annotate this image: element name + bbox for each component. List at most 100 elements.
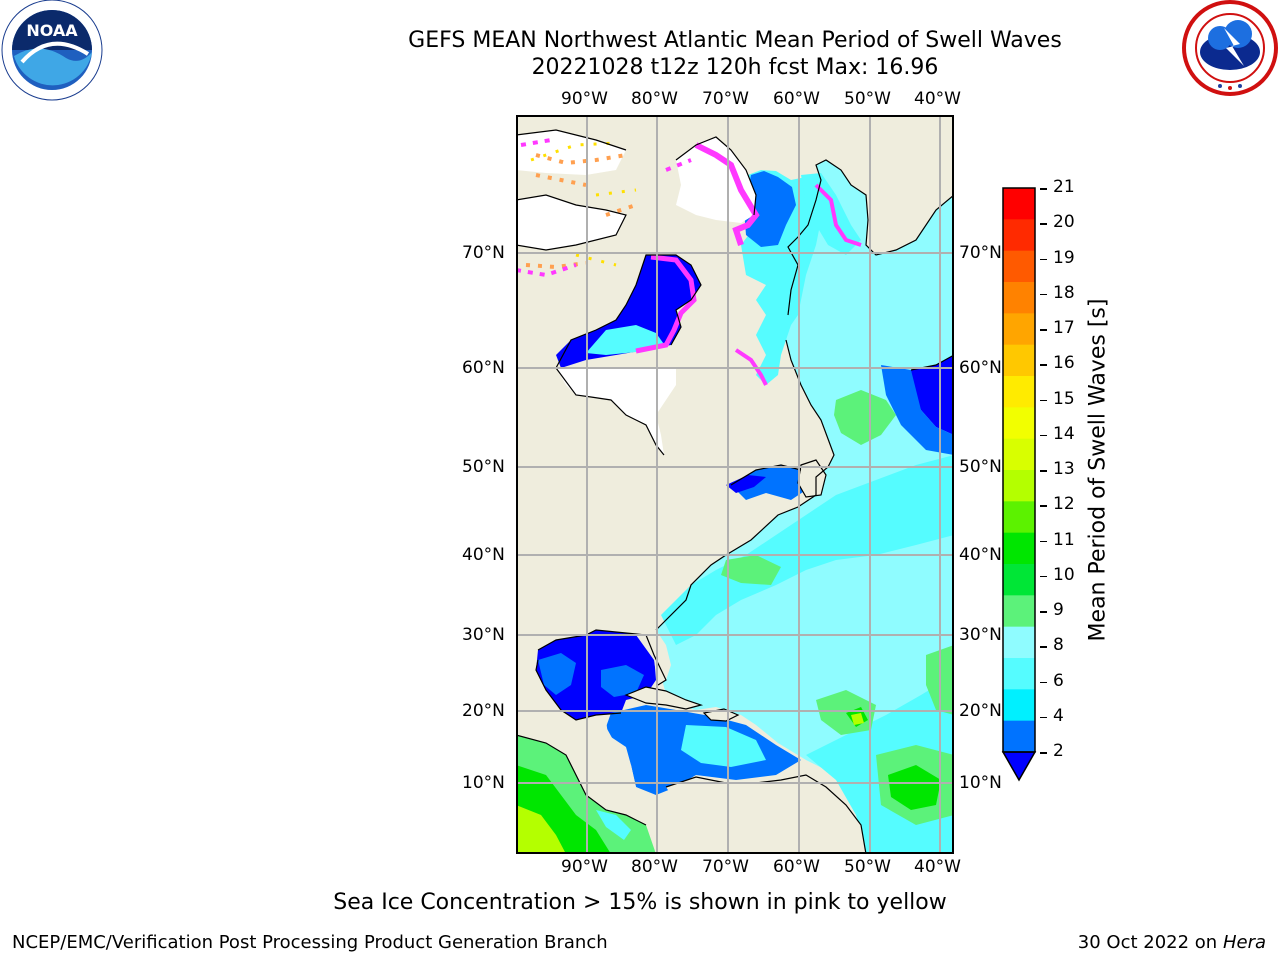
colorbar-tick-mark xyxy=(1040,646,1047,648)
footer-left: NCEP/EMC/Verification Post Processing Pr… xyxy=(12,932,608,953)
colorbar-tick-mark xyxy=(1040,681,1047,683)
arctic-ice-region xyxy=(676,137,756,223)
swell-period-map xyxy=(516,115,954,854)
colorbar-segment xyxy=(1003,219,1035,252)
colorbar-segment xyxy=(1003,438,1035,471)
colorbar xyxy=(1001,187,1037,782)
atlantic-cyan-band xyxy=(661,455,954,645)
colorbar-segment xyxy=(1003,720,1035,753)
colorbar-label: Mean Period of Swell Waves [s] xyxy=(1085,298,1111,642)
south-america-land xyxy=(666,775,866,854)
lon-label-top-50w: 50°W xyxy=(844,89,891,109)
colorbar-tick-label: 9 xyxy=(1053,600,1064,620)
colorbar-segment xyxy=(1003,564,1035,596)
colorbar-tick-mark xyxy=(1040,540,1047,542)
colorbar-tick-label: 20 xyxy=(1053,212,1075,233)
colorbar-tick-mark xyxy=(1040,505,1047,507)
lat-label-left-20n: 20°N xyxy=(462,701,505,721)
colorbar-tick-label: 18 xyxy=(1053,282,1075,303)
colorbar-segment xyxy=(1003,689,1035,722)
sea-ice-caption: Sea Ice Concentration > 15% is shown in … xyxy=(333,890,947,915)
cuba-land xyxy=(626,687,701,709)
lon-label-top-60w: 60°W xyxy=(773,89,820,109)
swell-green-strong xyxy=(888,765,941,810)
gulf-of-mexico xyxy=(536,630,656,720)
lon-label-bottom-40w: 40°W xyxy=(914,857,961,877)
lon-label-bottom-80w: 80°W xyxy=(631,857,678,877)
lat-label-left-50n: 50°N xyxy=(462,457,505,477)
map-frame xyxy=(516,115,954,854)
national-weather-service-logo xyxy=(1182,0,1278,96)
sea-ice-arctic-orange xyxy=(525,153,637,270)
colorbar-ticks: 21 20 19 18 17 16 15 14 13 12 11 10 9 8 6 4 2 xyxy=(1040,177,1080,785)
colorbar-tick-mark xyxy=(1040,470,1047,472)
footer-date: 30 Oct 2022 on xyxy=(1077,932,1223,953)
sea-ice-arctic-yellow xyxy=(530,141,637,267)
colorbar-tick-label: 10 xyxy=(1053,564,1075,585)
colorbar-tick-label: 21 xyxy=(1053,177,1075,197)
coastlines xyxy=(516,129,954,854)
lat-label-left-30n: 30°N xyxy=(462,625,505,645)
colorbar-tick-mark xyxy=(1040,364,1047,366)
swell-green-patch-1 xyxy=(834,390,896,445)
footer-host: Hera xyxy=(1222,932,1266,953)
sea-ice-edge-baffin xyxy=(694,142,760,246)
lat-label-right-20n: 20°N xyxy=(959,701,1002,721)
sea-ice-arctic-pink xyxy=(516,138,692,278)
lat-label-right-30n: 30°N xyxy=(959,625,1002,645)
colorbar-tick-mark xyxy=(1040,716,1047,719)
sea-ice-edge-greenland xyxy=(814,183,862,247)
gulf-of-mexico-mid xyxy=(538,653,576,695)
lon-label-top-80w: 80°W xyxy=(631,89,678,109)
colorbar-tick-label: 19 xyxy=(1053,247,1075,268)
lat-label-left-10n: 10°N xyxy=(462,773,505,793)
central-america-land xyxy=(516,713,836,854)
noaa-logo-text: NOAA xyxy=(26,21,78,40)
colorbar-segment xyxy=(1003,595,1035,628)
lat-label-right-40n: 40°N xyxy=(959,545,1002,565)
pacific-yellowgreen xyxy=(516,805,566,854)
st-lawrence-river xyxy=(726,475,766,493)
colorbar-segment xyxy=(1003,501,1035,534)
colorbar-tick-label: 17 xyxy=(1053,318,1075,338)
colorbar-tick-mark xyxy=(1040,223,1047,225)
lat-label-right-50n: 50°N xyxy=(959,457,1002,477)
greenland-coast-ocean xyxy=(801,173,861,255)
atlantic-midblue-east xyxy=(881,365,954,455)
colorbar-tick-label: 13 xyxy=(1053,459,1075,479)
title-line2: 20221028 t12z 120h fcst Max: 16.96 xyxy=(531,55,939,80)
lon-label-bottom-60w: 60°W xyxy=(773,857,820,877)
colorbar-tick-label: 15 xyxy=(1053,388,1075,409)
lat-label-left-70n: 70°N xyxy=(462,243,505,263)
colorbar-segment xyxy=(1003,470,1035,502)
colorbar-segment xyxy=(1003,407,1035,440)
colorbar-tick-mark xyxy=(1040,434,1047,437)
colorbar-tick-mark xyxy=(1040,575,1047,578)
colorbar-tick-label: 11 xyxy=(1053,529,1075,550)
colorbar-tick-mark xyxy=(1040,752,1047,754)
hudson-bay xyxy=(556,255,701,368)
colorbar-segment xyxy=(1003,313,1035,346)
colorbar-segment xyxy=(1003,188,1035,220)
colorbar-segment xyxy=(1003,376,1035,408)
atlantic-deep-east xyxy=(911,355,954,435)
colorbar-tick-mark xyxy=(1040,611,1047,613)
baffin-bay-blue xyxy=(744,171,796,247)
colorbar-tick-label: 4 xyxy=(1053,705,1064,726)
colorbar-tick-label: 2 xyxy=(1053,741,1064,761)
swell-green-patch-2 xyxy=(721,555,781,585)
lat-label-right-70n: 70°N xyxy=(959,243,1002,263)
colorbar-tick-mark xyxy=(1040,293,1047,296)
colorbar-tick-label: 16 xyxy=(1053,353,1075,374)
colorbar-tick-label: 6 xyxy=(1053,670,1064,691)
colorbar-tick-label: 12 xyxy=(1053,494,1075,515)
colorbar-under-triangle xyxy=(1001,751,1037,782)
lon-label-bottom-90w: 90°W xyxy=(561,857,608,877)
colorbar-tick-mark xyxy=(1040,188,1047,190)
footer-right: 30 Oct 2022 on Hera xyxy=(1078,932,1266,953)
colorbar-frame xyxy=(1002,187,1036,753)
colorbar-tick-mark xyxy=(1040,258,1047,260)
title-line1: GEFS MEAN Northwest Atlantic Mean Period… xyxy=(408,28,1062,53)
colorbar-segment xyxy=(1003,282,1035,314)
pacific-blue-coast xyxy=(596,810,631,840)
